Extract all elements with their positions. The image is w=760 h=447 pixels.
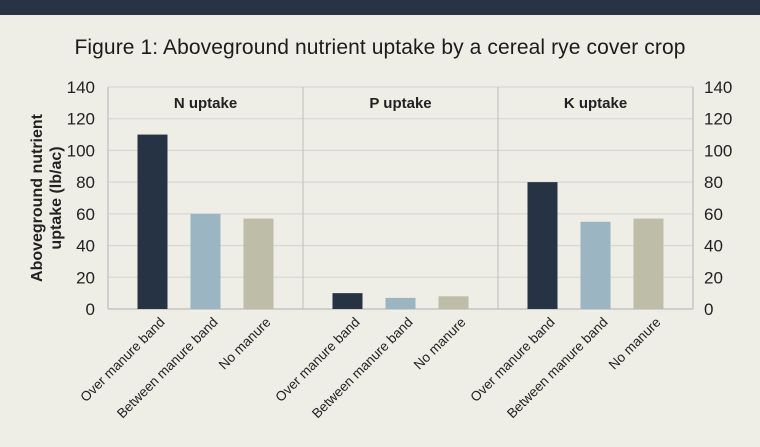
y-tick-label-right: 100 xyxy=(704,141,732,160)
y-tick-label-right: 80 xyxy=(704,173,723,192)
category-label: No manure xyxy=(606,315,664,373)
y-tick-label-right: 120 xyxy=(704,110,732,129)
y-tick-label-left: 60 xyxy=(76,205,95,224)
y-tick-label-left: 100 xyxy=(67,141,95,160)
bar xyxy=(385,297,416,309)
bar xyxy=(527,182,558,309)
bar xyxy=(332,293,363,309)
y-tick-label-left: 20 xyxy=(76,268,95,287)
bar xyxy=(633,218,664,309)
panel-label: P uptake xyxy=(369,95,431,112)
y-tick-label-left: 120 xyxy=(67,110,95,129)
category-label: Between manure band xyxy=(309,315,416,422)
bar xyxy=(438,296,469,309)
y-tick-label-left: 40 xyxy=(76,237,95,256)
y-tick-label-right: 20 xyxy=(704,268,723,287)
chart-title: Figure 1: Aboveground nutrient uptake by… xyxy=(74,36,686,59)
category-label: Between manure band xyxy=(504,315,611,422)
y-tick-label-left: 80 xyxy=(76,173,95,192)
category-label: No manure xyxy=(411,315,469,373)
y-tick-label-right: 40 xyxy=(704,237,723,256)
category-label: No manure xyxy=(216,315,274,373)
y-tick-label-left: 140 xyxy=(67,78,95,97)
category-label: Between manure band xyxy=(114,315,221,422)
panel-label: K uptake xyxy=(564,95,627,112)
bar xyxy=(243,218,274,309)
bar xyxy=(190,213,221,309)
y-tick-label-right: 0 xyxy=(704,300,713,319)
panel-label: N uptake xyxy=(174,95,237,112)
y-tick-label-left: 0 xyxy=(86,300,95,319)
y-tick-label-right: 60 xyxy=(704,205,723,224)
bar xyxy=(580,221,611,309)
y-tick-label-right: 140 xyxy=(704,78,732,97)
y-axis-title: Aboveground nutrient uptake (lb/ac) xyxy=(29,113,65,282)
top-accent-bar xyxy=(0,0,760,15)
bar xyxy=(137,134,168,309)
